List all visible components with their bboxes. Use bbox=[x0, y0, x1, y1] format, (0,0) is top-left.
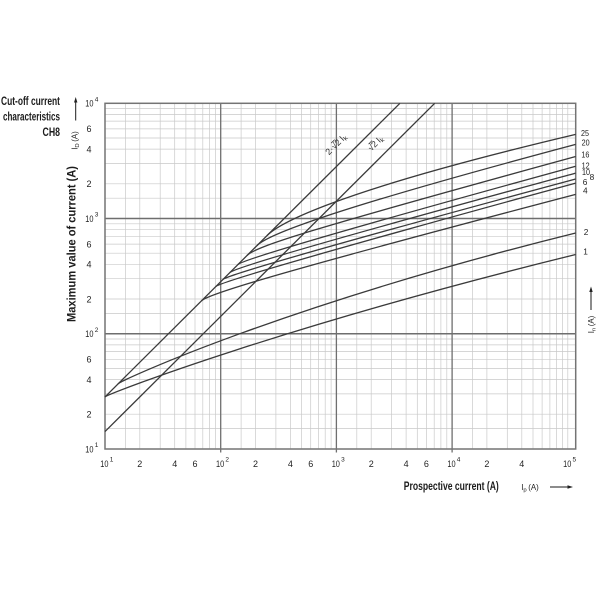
svg-text:2: 2 bbox=[253, 459, 258, 469]
svg-text:4: 4 bbox=[288, 459, 293, 469]
svg-text:2: 2 bbox=[86, 179, 91, 189]
svg-text:6: 6 bbox=[86, 239, 91, 249]
svg-text:6: 6 bbox=[86, 124, 91, 134]
svg-text:In (A): In (A) bbox=[587, 315, 598, 333]
svg-text:1: 1 bbox=[110, 457, 114, 464]
svg-text:Prospective current (A): Prospective current (A) bbox=[404, 481, 499, 493]
svg-text:12: 12 bbox=[582, 160, 590, 170]
svg-text:10: 10 bbox=[100, 459, 108, 469]
svg-text:5: 5 bbox=[573, 457, 577, 464]
svg-text:4: 4 bbox=[519, 459, 524, 469]
svg-text:16: 16 bbox=[581, 149, 589, 159]
svg-text:Cut-off current: Cut-off current bbox=[1, 96, 60, 108]
svg-text:10: 10 bbox=[85, 329, 93, 339]
svg-text:4: 4 bbox=[86, 260, 91, 270]
svg-text:4: 4 bbox=[86, 144, 91, 154]
svg-text:3: 3 bbox=[95, 212, 99, 219]
svg-text:ID (A): ID (A) bbox=[70, 131, 81, 150]
svg-text:8: 8 bbox=[590, 172, 595, 182]
svg-text:CH8: CH8 bbox=[43, 127, 61, 139]
svg-text:4: 4 bbox=[95, 96, 99, 103]
svg-text:10: 10 bbox=[563, 459, 571, 469]
svg-text:2: 2 bbox=[225, 457, 229, 464]
svg-text:6: 6 bbox=[308, 459, 313, 469]
svg-text:characteristics: characteristics bbox=[3, 111, 60, 123]
svg-text:6: 6 bbox=[192, 459, 197, 469]
svg-text:4: 4 bbox=[583, 186, 588, 196]
svg-text:6: 6 bbox=[583, 177, 588, 187]
svg-text:4: 4 bbox=[86, 375, 91, 385]
svg-text:6: 6 bbox=[424, 459, 429, 469]
svg-text:10: 10 bbox=[582, 167, 590, 177]
svg-text:1: 1 bbox=[95, 442, 99, 449]
svg-text:20: 20 bbox=[582, 138, 590, 148]
svg-text:10: 10 bbox=[447, 459, 455, 469]
svg-text:10: 10 bbox=[216, 459, 224, 469]
svg-text:Maximum value of current (A): Maximum value of current (A) bbox=[67, 166, 79, 322]
svg-text:2: 2 bbox=[86, 410, 91, 420]
svg-text:10: 10 bbox=[85, 99, 93, 109]
svg-text:1: 1 bbox=[583, 247, 588, 257]
svg-text:4: 4 bbox=[404, 459, 409, 469]
svg-text:25: 25 bbox=[581, 128, 589, 138]
svg-text:4: 4 bbox=[457, 457, 461, 464]
svg-text:2: 2 bbox=[86, 294, 91, 304]
svg-text:2: 2 bbox=[137, 459, 142, 469]
svg-text:10: 10 bbox=[85, 214, 93, 224]
svg-text:2: 2 bbox=[369, 459, 374, 469]
svg-text:6: 6 bbox=[86, 355, 91, 365]
svg-text:3: 3 bbox=[341, 457, 345, 464]
svg-text:4: 4 bbox=[172, 459, 177, 469]
svg-text:2: 2 bbox=[95, 327, 99, 334]
svg-text:Ip (A): Ip (A) bbox=[521, 483, 539, 494]
svg-text:10: 10 bbox=[332, 459, 340, 469]
svg-text:10: 10 bbox=[85, 444, 93, 454]
svg-text:2: 2 bbox=[584, 227, 589, 237]
svg-text:2: 2 bbox=[484, 459, 489, 469]
